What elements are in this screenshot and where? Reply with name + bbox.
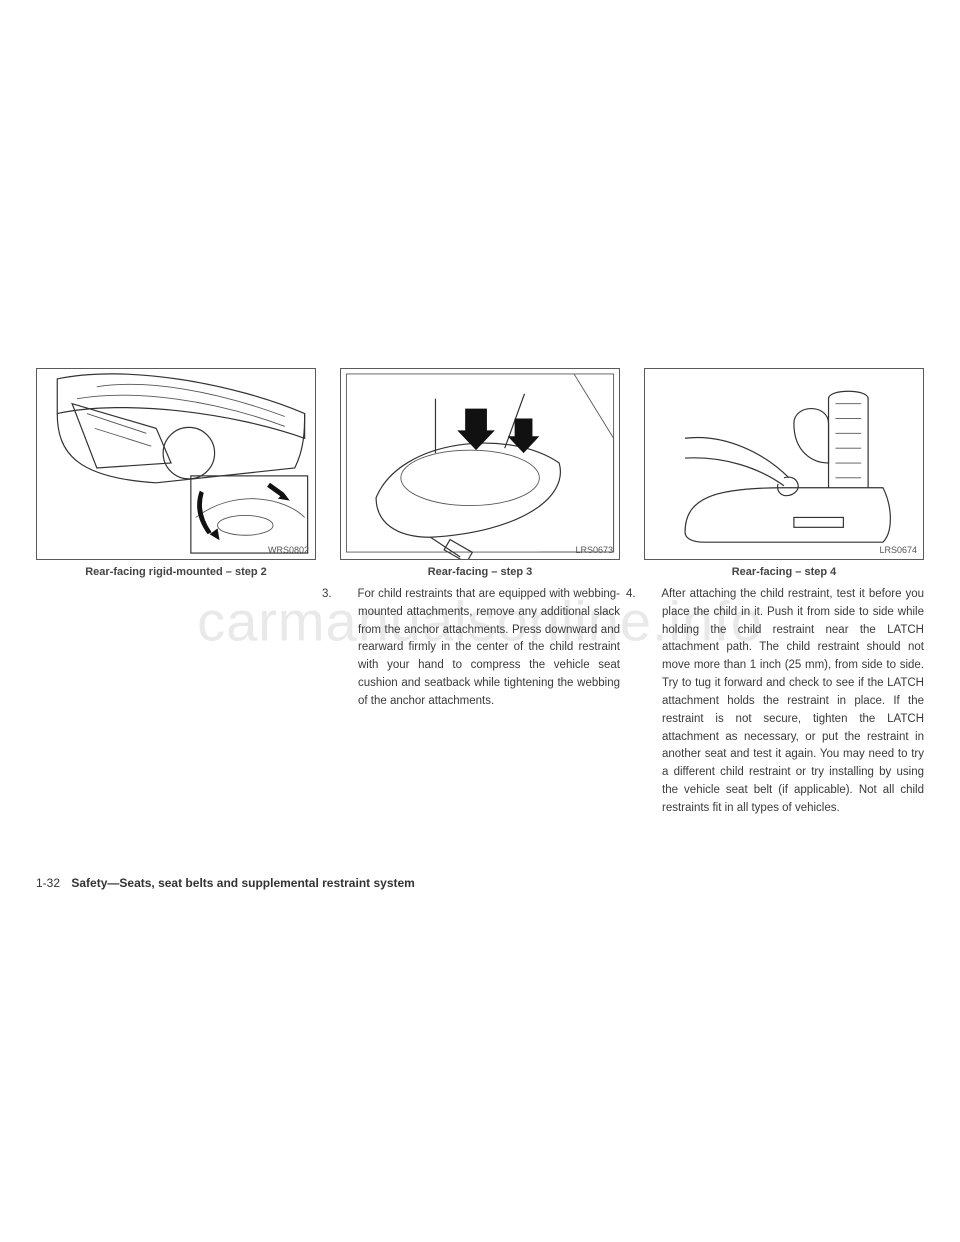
figure-3-step: 4. After attaching the child restraint, … [644,586,924,818]
content-columns: WRS0802 Rear-facing rigid-mounted – step… [36,368,924,818]
figure-3-box: LRS0674 [644,368,924,560]
figure-2-caption: Rear-facing – step 3 [340,566,620,578]
figure-2-illustration [341,369,619,559]
step-4-number: 4. [644,586,658,604]
figure-1-id: WRS0802 [268,545,309,555]
figure-3-caption: Rear-facing – step 4 [644,566,924,578]
figure-2-box: LRS0673 [340,368,620,560]
step-4-text: After attaching the child restraint, tes… [661,588,924,814]
page-number: 1-32 [36,876,60,890]
figure-1-illustration [37,369,315,559]
figure-1-box: WRS0802 [36,368,316,560]
step-3-text: For child restraints that are equipped w… [357,588,620,707]
figure-3-illustration [645,369,923,559]
column-1: WRS0802 Rear-facing rigid-mounted – step… [36,368,316,818]
figure-1-caption: Rear-facing rigid-mounted – step 2 [36,566,316,578]
figure-2-id: LRS0673 [575,545,613,555]
figure-3-id: LRS0674 [879,545,917,555]
column-2: LRS0673 Rear-facing – step 3 3. For chil… [340,368,620,818]
figure-2-step: 3. For child restraints that are equippe… [340,586,620,711]
column-3: LRS0674 Rear-facing – step 4 4. After at… [644,368,924,818]
step-3-number: 3. [340,586,354,604]
page-footer: 1-32 Safety—Seats, seat belts and supple… [36,876,415,890]
section-title: Safety—Seats, seat belts and supplementa… [71,876,414,890]
